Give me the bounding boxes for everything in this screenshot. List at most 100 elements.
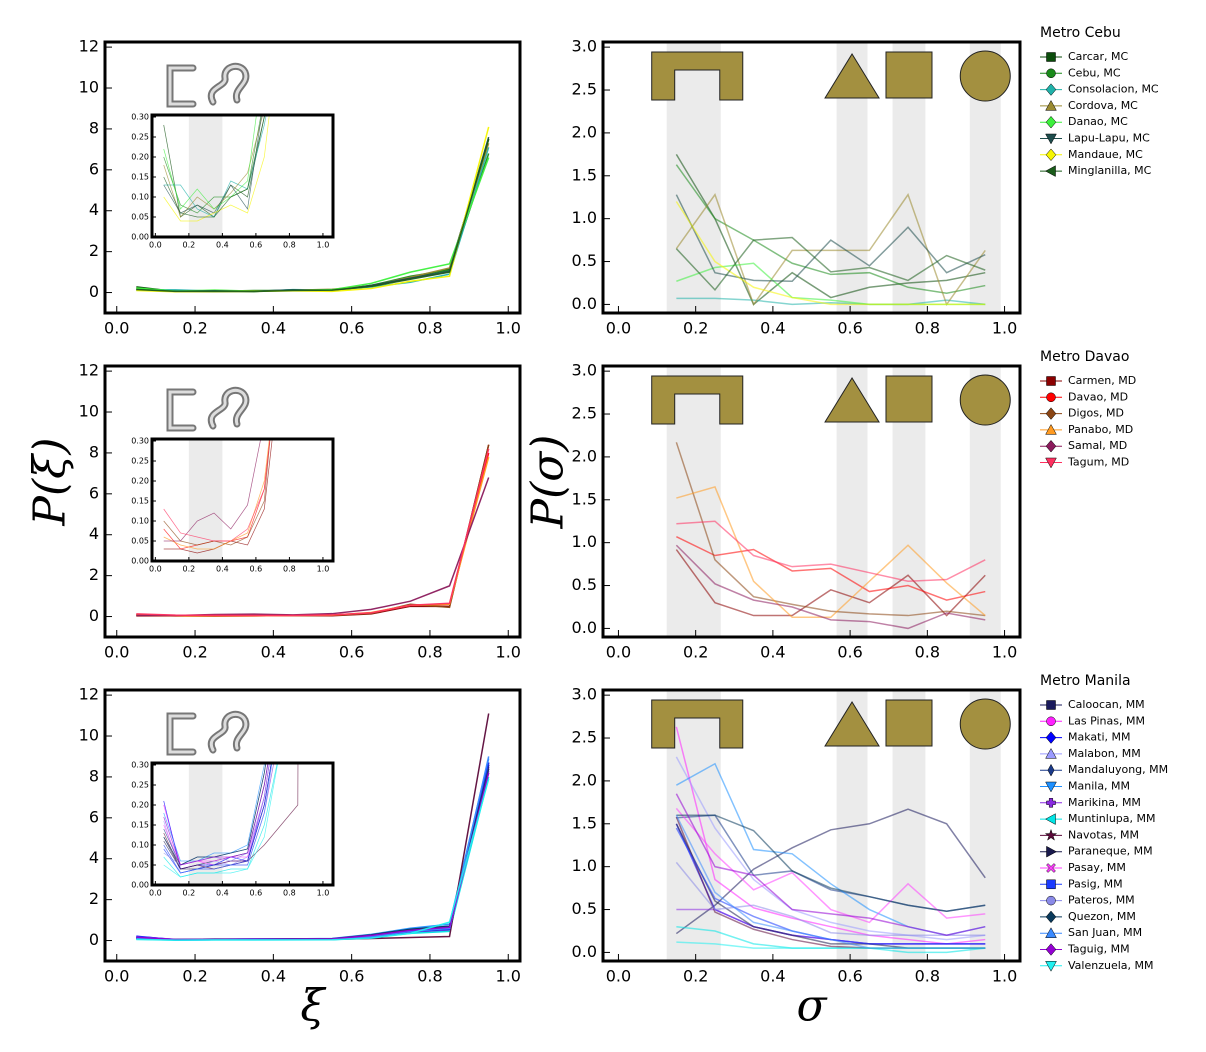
- series-line: [163, 763, 272, 870]
- marker: [279, 339, 283, 343]
- triangle-glyph: [824, 53, 880, 99]
- marker: [262, 107, 266, 111]
- y-tick-label: 6: [89, 807, 99, 826]
- x-tick-label: 0.2: [183, 565, 196, 574]
- y-tick-label: 0.5: [572, 575, 597, 594]
- x-tick-label: 0.0: [104, 643, 129, 662]
- y-tick-label: 8: [89, 766, 99, 785]
- series-line: [675, 544, 986, 630]
- inset-bg: [152, 115, 333, 237]
- y-tick-label: 6: [89, 159, 99, 178]
- series-line: [163, 439, 262, 542]
- y-tick-label: 10: [79, 78, 99, 97]
- square-glyph: [885, 699, 933, 747]
- x-tick-label: 0.4: [261, 967, 286, 986]
- series-line: [163, 763, 273, 874]
- legend-marker: [1045, 115, 1057, 129]
- y-tick-label: 1.0: [572, 208, 597, 227]
- marker: [279, 683, 283, 687]
- y-tick-label: 2.5: [572, 404, 597, 423]
- legend-label: San Juan, MM: [1068, 926, 1142, 939]
- marker: [296, 643, 300, 647]
- series-line: [136, 138, 490, 293]
- series-line: [676, 814, 986, 913]
- series-line: [675, 756, 986, 941]
- y-tick-label: 0.0: [572, 294, 597, 313]
- y-tick-label: 0.20: [131, 153, 149, 162]
- y-tick-label: 2.5: [572, 80, 597, 99]
- x-tick-label: 0.2: [182, 319, 207, 338]
- x-tick-label: 0.4: [261, 643, 286, 662]
- y-tick-label: 4: [89, 200, 99, 219]
- shape-icons: [166, 710, 250, 756]
- curve-icon: [207, 710, 250, 754]
- marker: [279, 259, 283, 264]
- series-line: [163, 763, 269, 866]
- legend-label: Carmen, MD: [1068, 374, 1136, 387]
- x-tick-label: 0.0: [606, 643, 631, 662]
- series-line: [163, 115, 267, 218]
- legend-label: Las Pinas, MM: [1068, 714, 1145, 727]
- marker: [296, 643, 300, 647]
- legend-marker: [1046, 895, 1056, 906]
- legend-marker: [1045, 943, 1057, 956]
- y-tick-label: 8: [89, 118, 99, 137]
- marker: [262, 419, 266, 424]
- bracket-glyph: [651, 51, 744, 101]
- series-line: [676, 297, 986, 306]
- y-tick-label: 4: [89, 848, 99, 867]
- y-tick-label: 0.10: [131, 841, 149, 850]
- series-line: [675, 814, 986, 949]
- bracket-icon-core: [168, 714, 195, 754]
- y-tick-label: 0.00: [131, 233, 149, 242]
- legend-marker: [1045, 781, 1057, 793]
- y-tick-label: 2.0: [572, 770, 597, 789]
- legend-marker: [1045, 813, 1056, 825]
- legend-marker: [1045, 439, 1057, 453]
- marker: [262, 95, 266, 99]
- legend-marker: [1045, 747, 1057, 759]
- series-line: [163, 115, 264, 218]
- y-tick-label: 0.25: [131, 781, 149, 790]
- x-tick-label: 0.4: [216, 565, 229, 574]
- y-tick-label: 0.30: [131, 113, 149, 122]
- circle-glyph: [959, 374, 1011, 426]
- x-tick-label: 0.8: [283, 889, 296, 898]
- x-tick-label: 0.0: [606, 967, 631, 986]
- y-tick-label: 1.0: [572, 856, 597, 875]
- series-line: [675, 164, 986, 295]
- y-tick-label: 0.10: [131, 517, 149, 526]
- plot-frame: [601, 40, 1022, 315]
- x-tick-label: 1.0: [496, 643, 521, 662]
- legend-label: Malabon, MM: [1068, 747, 1141, 760]
- legend-label: Mandaluyong, MM: [1068, 763, 1168, 776]
- y-tick-label: 2: [89, 565, 99, 584]
- series-line: [163, 763, 279, 878]
- marker: [279, 683, 283, 688]
- series-line: [675, 193, 986, 307]
- y-tick-label: 2.5: [572, 728, 597, 747]
- legend-label: Pasig, MM: [1068, 877, 1123, 890]
- legend-label: Mandaue, MC: [1068, 148, 1143, 161]
- series-line: [675, 442, 986, 617]
- legend-marker: [1045, 99, 1057, 111]
- series-line: [675, 808, 986, 935]
- legend-title: Metro Cebu: [1040, 25, 1121, 41]
- y-tick-label: 2.0: [572, 446, 597, 465]
- inset-bg: [152, 439, 333, 561]
- bracket-glyph: [651, 375, 744, 425]
- shape-icons: [166, 386, 250, 432]
- y-tick-label: 3.0: [572, 361, 597, 380]
- y-tick-label: 0.5: [572, 251, 597, 270]
- y-tick-label: 0.30: [131, 761, 149, 770]
- legend-label: Danao, MC: [1068, 115, 1128, 128]
- y-tick-label: 0.05: [131, 213, 149, 222]
- legend-label: Carcar, MC: [1068, 50, 1128, 63]
- series-line: [675, 861, 986, 937]
- x-tick-label: 0.8: [283, 241, 296, 250]
- legend-label: Manila, MM: [1068, 780, 1130, 793]
- x-tick-label: 0.2: [683, 319, 708, 338]
- series-line: [675, 236, 986, 291]
- marker: [279, 743, 283, 747]
- marker: [279, 339, 283, 343]
